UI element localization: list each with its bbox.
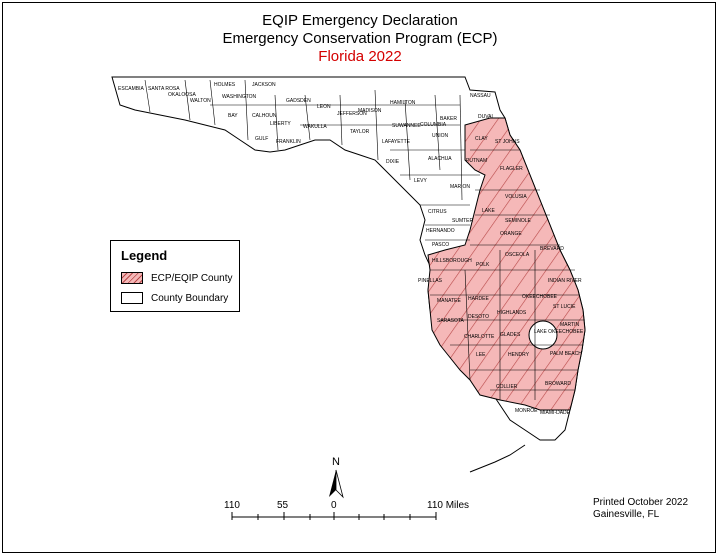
label-washington: WASHINGTON (222, 94, 257, 100)
label-flagler: FLAGLER (500, 166, 523, 172)
florida-keys (469, 444, 526, 473)
label-dixie: DIXIE (386, 159, 400, 165)
label-pasco: PASCO (432, 242, 449, 248)
label-clay: CLAY (475, 136, 488, 142)
legend-box: Legend ECP/EQIP County County Boundary (110, 240, 240, 312)
label-glades: GLADES (500, 332, 521, 338)
label-brevard: BREVARD (540, 246, 564, 252)
legend-title: Legend (121, 248, 168, 263)
label-marion: MARION (450, 184, 470, 190)
county-boundaries (144, 79, 585, 400)
label-collier: COLLIER (496, 384, 518, 390)
label-baker: BAKER (440, 116, 457, 122)
label-indian-river: INDIAN RIVER (548, 278, 582, 284)
label-palm-beach: PALM BEACH (550, 351, 582, 357)
title-line-3: Florida 2022 (318, 48, 402, 65)
label-leon: LEON (317, 104, 331, 110)
label-hendry: HENDRY (508, 352, 530, 358)
label-broward: BROWARD (545, 381, 571, 387)
county-labels: ESCAMBIA SANTA ROSA OKALOOSA WALTON HOLM… (118, 82, 571, 416)
scale-tick-0: 0 (331, 500, 337, 511)
label-walton: WALTON (190, 98, 211, 104)
legend-swatch-county (121, 292, 143, 304)
label-citrus: CITRUS (428, 209, 447, 215)
label-martin: MARTIN (560, 322, 579, 328)
label-highlands: HIGHLANDS (497, 310, 527, 316)
ecp-county-labels: CLAY ST JOHNS PUTNAM FLAGLER VOLUSIA LAK… (418, 136, 584, 390)
label-okeechobee: OKEECHOBEE (522, 294, 558, 300)
north-arrow-icon (329, 469, 344, 499)
lake-okeechobee (528, 320, 558, 350)
label-okaloosa: OKALOOSA (168, 92, 196, 98)
printed-note: Printed October 2022 Gainesville, FL (593, 497, 688, 521)
legend-item-ecp: ECP/EQIP County (121, 272, 233, 284)
legend-swatch-ecp (121, 272, 143, 284)
label-pinellas: PINELLAS (418, 278, 443, 284)
label-madison: MADISON (358, 108, 382, 114)
label-escambia: ESCAMBIA (118, 86, 145, 92)
scale-tick-110-miles: 110 Miles (427, 500, 470, 511)
label-calhoun: CALHOUN (252, 113, 277, 119)
label-union: UNION (432, 133, 449, 139)
printed-location: Gainesville, FL (593, 509, 660, 520)
label-gadsden: GADSDEN (286, 98, 311, 104)
label-st-lucie: ST LUCIE (553, 304, 576, 310)
scale-bar (231, 512, 437, 520)
label-wakulla: WAKULLA (303, 124, 327, 130)
label-suwannee: SUWANNEE (392, 123, 421, 129)
scale-tick-55: 55 (277, 500, 289, 511)
label-duval: DUVAL (478, 114, 495, 120)
label-monroe: MONROE (515, 408, 538, 414)
label-bay: BAY (228, 113, 238, 119)
label-liberty: LIBERTY (270, 121, 291, 127)
legend-label-county: County Boundary (151, 292, 229, 304)
label-lake: LAKE (482, 208, 495, 214)
label-hernando: HERNANDO (426, 228, 455, 234)
label-franklin: FRANKLIN (276, 139, 301, 145)
legend-item-county: County Boundary (121, 292, 228, 304)
label-orange: ORANGE (500, 231, 522, 237)
label-santa-rosa: SANTA ROSA (148, 86, 180, 92)
label-nassau: NASSAU (470, 93, 491, 99)
label-lafayette: LAFAYETTE (382, 139, 411, 145)
label-columbia: COLUMBIA (420, 122, 447, 128)
label-miami-dade: MIAMI-DADE (540, 410, 571, 416)
label-taylor: TAYLOR (350, 129, 370, 135)
label-hardee: HARDEE (468, 296, 490, 302)
label-putnam: PUTNAM (466, 158, 487, 164)
label-hamilton: HAMILTON (390, 100, 416, 106)
label-lake-okeechobee: LAKE OKEECHOBEE (534, 329, 584, 335)
north-label: N (332, 456, 340, 468)
label-seminole: SEMINOLE (505, 218, 532, 224)
label-polk: POLK (476, 262, 490, 268)
label-jefferson: JEFFERSON (337, 111, 367, 117)
printed-date: Printed October 2022 (593, 497, 689, 508)
scale-tick-110-left: 110 (224, 500, 240, 511)
label-desoto: DESOTO (468, 314, 489, 320)
label-volusia: VOLUSIA (505, 194, 527, 200)
label-charlotte: CHARLOTTE (464, 334, 495, 340)
title-line-1: EQIP Emergency Declaration (262, 12, 458, 29)
label-lee: LEE (476, 352, 486, 358)
legend-label-ecp: ECP/EQIP County (151, 272, 233, 284)
label-levy: LEVY (414, 178, 427, 184)
title-block: EQIP Emergency Declaration Emergency Con… (0, 12, 720, 66)
label-manatee: MANATEE (437, 298, 461, 304)
label-hillsborough: HILLSBOROUGH (432, 258, 472, 264)
label-st-johns: ST JOHNS (495, 139, 520, 145)
label-sarasota: SARASOTA (437, 318, 465, 324)
label-sumter: SUMTER (452, 218, 474, 224)
label-alachua: ALACHUA (428, 156, 452, 162)
label-holmes: HOLMES (214, 82, 236, 88)
label-osceola: OSCEOLA (505, 252, 530, 258)
title-line-2: Emergency Conservation Program (ECP) (222, 30, 498, 47)
label-jackson: JACKSON (252, 82, 276, 88)
label-gulf: GULF (255, 136, 268, 142)
